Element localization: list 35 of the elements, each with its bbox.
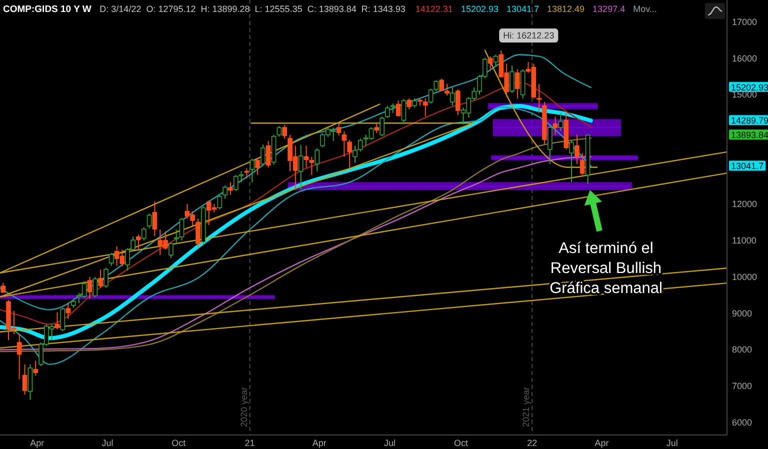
text: 14289.79 xyxy=(731,116,768,126)
x-tick-label: Apr xyxy=(30,438,44,448)
x-tick-label: Jul xyxy=(102,438,114,448)
x-tick-label: 22 xyxy=(527,438,538,448)
chart-title: COMP:GIDS 10 Y W xyxy=(3,4,92,15)
annotation: Mov... xyxy=(633,4,657,14)
text: 13041.7 xyxy=(731,161,764,172)
y-tick-label: 16000 xyxy=(732,53,758,64)
annotation: 13297.4 xyxy=(592,4,626,14)
y-tick-label: 15000 xyxy=(732,90,758,100)
y-tick-label: 8000 xyxy=(732,344,752,355)
text: 15202.93 xyxy=(731,82,768,92)
annotation: Hi: 16212.23 xyxy=(503,30,554,41)
y-tick-label: 10000 xyxy=(732,272,758,282)
ref-line-label: 2021 year xyxy=(521,386,532,427)
x-tick-label: Jul xyxy=(666,438,678,448)
y-tick-label: 17000 xyxy=(732,16,758,27)
x-tick-label: Oct xyxy=(454,438,468,448)
x-tick-label: Apr xyxy=(312,438,326,448)
annotation: 14122.31 xyxy=(415,4,453,14)
x-tick-label: Apr xyxy=(594,438,609,448)
annotation: 13812.49 xyxy=(547,4,585,14)
y-tick-label: 9000 xyxy=(732,308,752,318)
annotation: 13041.7 xyxy=(506,4,540,14)
y-tick-label: 7000 xyxy=(732,381,752,392)
chart-subtitle: D: 3/14/22 O: 12795.12 H: 13899.28 L: 12555.35 C: 13893.84 R: 1343.93 xyxy=(100,4,406,14)
y-tick-label: 11000 xyxy=(732,235,756,246)
y-tick-label: 12000 xyxy=(732,199,758,210)
annotation: 15202.93 xyxy=(460,4,498,14)
x-tick-label: Oct xyxy=(172,438,186,448)
y-tick-label: 6000 xyxy=(732,418,752,428)
text: 13893.84 xyxy=(731,130,768,140)
x-tick-label: 21 xyxy=(244,438,255,448)
ref-line-label: 2020 year xyxy=(238,386,249,427)
x-tick-label: Jul xyxy=(384,438,396,448)
